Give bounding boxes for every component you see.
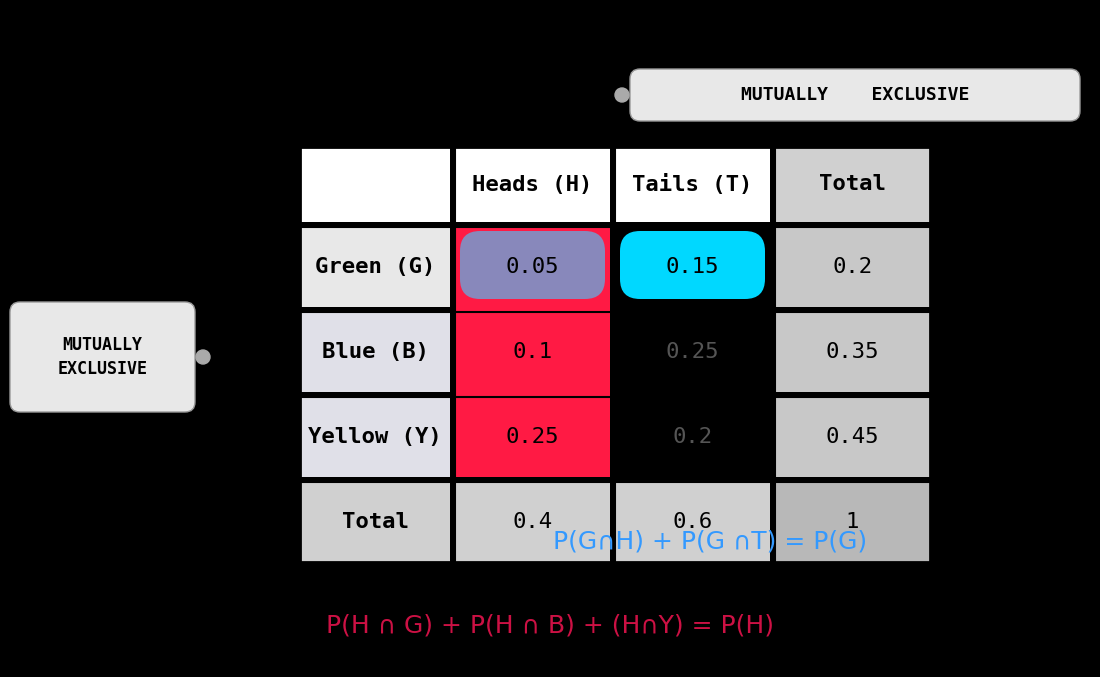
Text: 0.2: 0.2 [672, 427, 713, 447]
Text: 0.35: 0.35 [826, 342, 879, 362]
Text: Blue (B): Blue (B) [321, 342, 429, 362]
Bar [615, 147, 770, 222]
Bar [455, 147, 610, 222]
Bar [455, 227, 610, 477]
Text: 0.05: 0.05 [506, 257, 559, 277]
Bar [776, 397, 930, 477]
Text: Green (G): Green (G) [315, 257, 436, 277]
Bar [615, 227, 770, 477]
Circle shape [615, 88, 629, 102]
Bar [776, 482, 930, 562]
Bar [455, 482, 610, 562]
FancyBboxPatch shape [460, 401, 605, 469]
Text: Yellow (Y): Yellow (Y) [308, 427, 442, 447]
Text: Total: Total [820, 175, 886, 194]
Text: 0.1: 0.1 [513, 342, 552, 362]
Text: 0.25: 0.25 [506, 427, 559, 447]
Text: 0.2: 0.2 [833, 257, 872, 277]
Bar [615, 482, 770, 562]
Text: 1: 1 [846, 512, 859, 532]
Text: 0.15: 0.15 [666, 257, 719, 277]
FancyBboxPatch shape [460, 316, 605, 384]
Bar [300, 147, 450, 222]
Bar [300, 397, 450, 477]
Text: P(H ∩ G) + P(H ∩ B) + (H∩Y) = P(H): P(H ∩ G) + P(H ∩ B) + (H∩Y) = P(H) [326, 613, 774, 637]
Circle shape [196, 350, 210, 364]
Bar [776, 227, 930, 307]
Text: MUTUALLY    EXCLUSIVE: MUTUALLY EXCLUSIVE [740, 86, 969, 104]
Text: 0.25: 0.25 [666, 342, 719, 362]
Text: MUTUALLY
EXCLUSIVE: MUTUALLY EXCLUSIVE [57, 336, 147, 378]
FancyBboxPatch shape [460, 231, 605, 299]
Text: 0.6: 0.6 [672, 512, 713, 532]
FancyBboxPatch shape [620, 231, 764, 299]
FancyBboxPatch shape [630, 69, 1080, 121]
Bar [776, 147, 930, 222]
Text: 0.4: 0.4 [513, 512, 552, 532]
Bar [300, 147, 930, 562]
Bar [300, 227, 450, 307]
FancyBboxPatch shape [10, 302, 195, 412]
Text: Heads (H): Heads (H) [472, 175, 593, 194]
Bar [300, 482, 450, 562]
Bar [776, 312, 930, 392]
Text: Tails (T): Tails (T) [632, 174, 752, 195]
Bar [300, 312, 450, 392]
Text: P(G∩H) + P(G ∩T) = P(G): P(G∩H) + P(G ∩T) = P(G) [553, 530, 867, 554]
Text: Total: Total [342, 512, 408, 532]
Text: 0.45: 0.45 [826, 427, 879, 447]
